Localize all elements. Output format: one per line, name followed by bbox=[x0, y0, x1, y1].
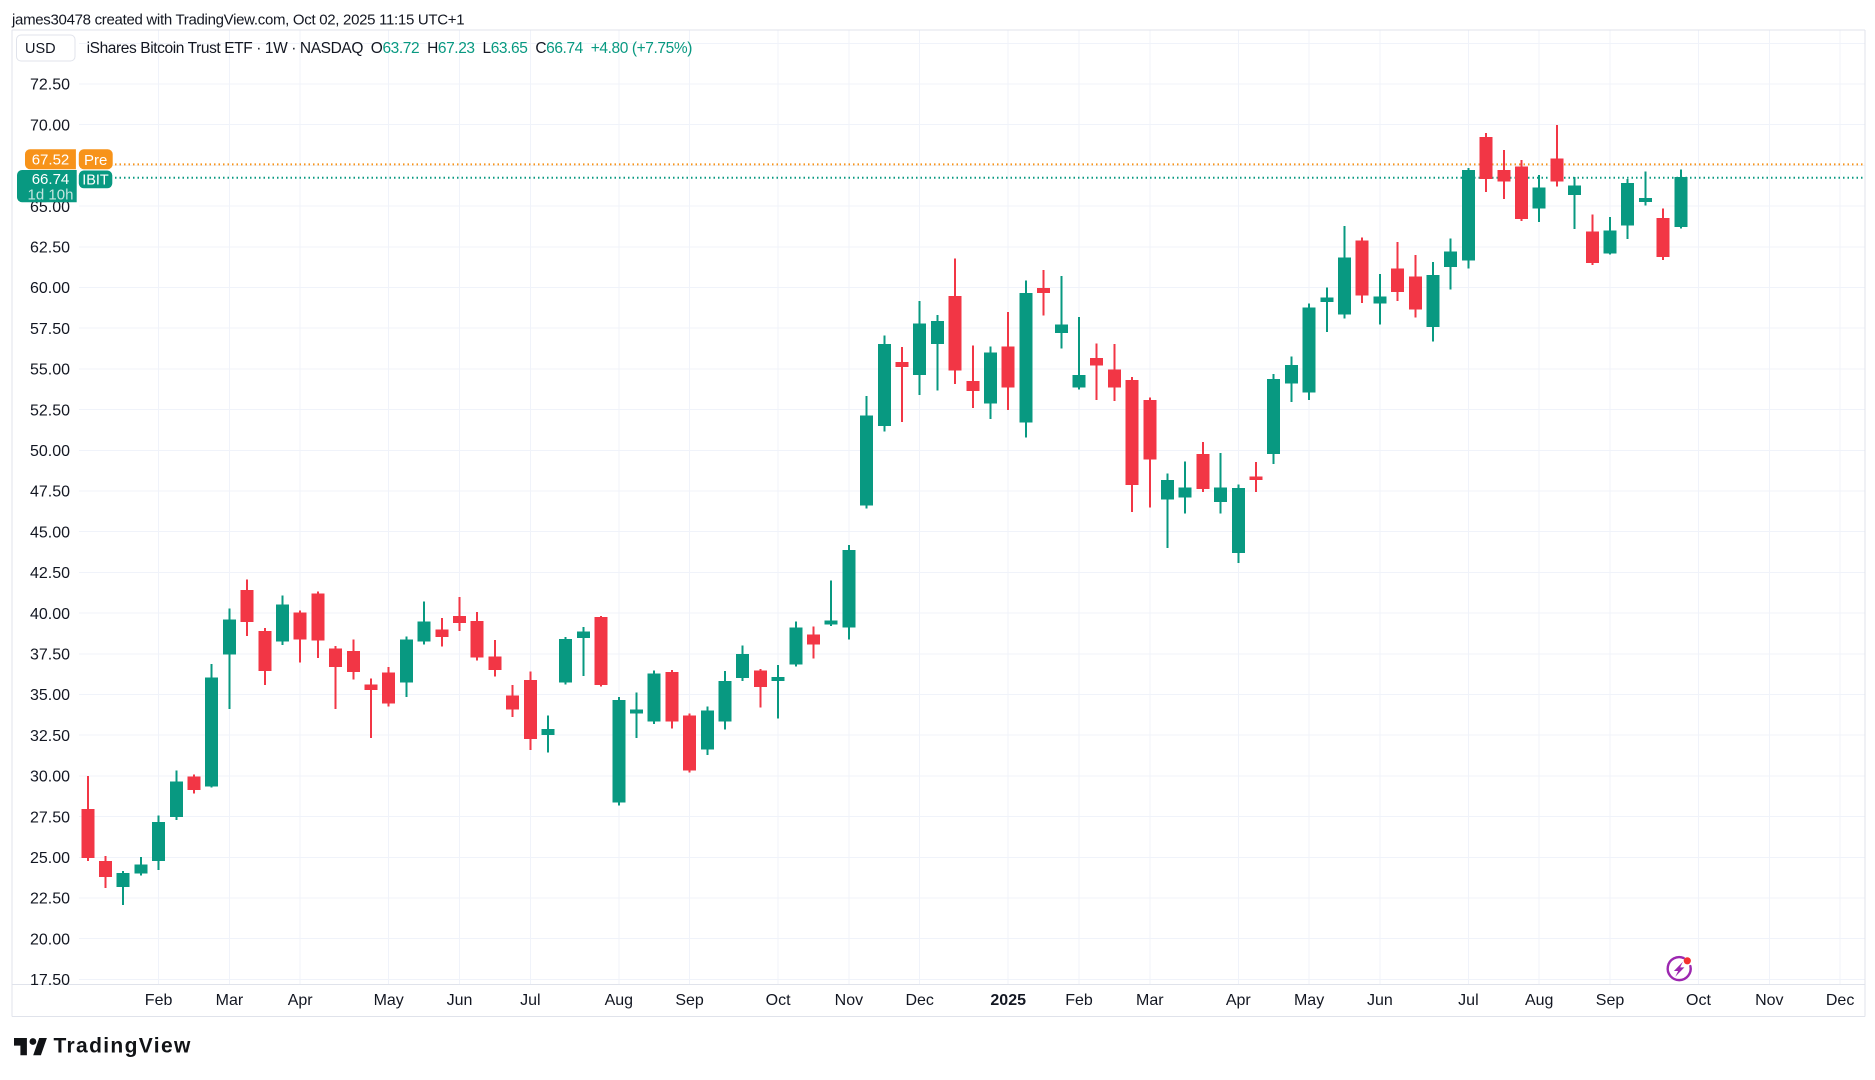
svg-text:17.50: 17.50 bbox=[30, 972, 70, 989]
svg-text:27.50: 27.50 bbox=[30, 809, 70, 826]
svg-text:iShares Bitcoin Trust ETF · 1W: iShares Bitcoin Trust ETF · 1W · NASDAQ … bbox=[87, 40, 693, 57]
svg-text:Feb: Feb bbox=[1065, 992, 1093, 1009]
svg-text:Jun: Jun bbox=[447, 992, 473, 1009]
svg-text:40.00: 40.00 bbox=[30, 606, 70, 623]
svg-text:30.00: 30.00 bbox=[30, 769, 70, 786]
svg-text:50.00: 50.00 bbox=[30, 443, 70, 460]
svg-text:TradingView: TradingView bbox=[54, 1035, 192, 1058]
svg-text:Jun: Jun bbox=[1367, 992, 1393, 1009]
svg-text:45.00: 45.00 bbox=[30, 524, 70, 541]
svg-text:Jul: Jul bbox=[1458, 992, 1478, 1009]
svg-text:May: May bbox=[374, 992, 404, 1009]
svg-text:Dec: Dec bbox=[905, 992, 933, 1009]
svg-text:Pre: Pre bbox=[84, 152, 107, 169]
svg-text:55.00: 55.00 bbox=[30, 362, 70, 379]
svg-text:james30478 created with Tradin: james30478 created with TradingView.com,… bbox=[11, 12, 464, 29]
svg-text:Aug: Aug bbox=[1525, 992, 1553, 1009]
svg-text:Jul: Jul bbox=[520, 992, 540, 1009]
svg-text:Dec: Dec bbox=[1826, 992, 1854, 1009]
svg-text:Apr: Apr bbox=[1226, 992, 1252, 1009]
svg-text:Nov: Nov bbox=[835, 992, 863, 1009]
svg-text:IBIT: IBIT bbox=[82, 172, 109, 188]
svg-text:22.50: 22.50 bbox=[30, 891, 70, 908]
svg-text:57.50: 57.50 bbox=[30, 321, 70, 338]
svg-text:Sep: Sep bbox=[675, 992, 704, 1009]
svg-text:35.00: 35.00 bbox=[30, 687, 70, 704]
svg-text:47.50: 47.50 bbox=[30, 484, 70, 501]
svg-text:65.00: 65.00 bbox=[30, 199, 70, 216]
svg-text:Feb: Feb bbox=[145, 992, 173, 1009]
svg-text:Apr: Apr bbox=[288, 992, 314, 1009]
svg-text:32.50: 32.50 bbox=[30, 728, 70, 745]
svg-text:Oct: Oct bbox=[1686, 992, 1711, 1009]
svg-text:Nov: Nov bbox=[1755, 992, 1783, 1009]
svg-text:37.50: 37.50 bbox=[30, 647, 70, 664]
svg-text:May: May bbox=[1294, 992, 1324, 1009]
svg-text:USD: USD bbox=[25, 41, 56, 57]
svg-text:52.50: 52.50 bbox=[30, 402, 70, 419]
svg-text:42.50: 42.50 bbox=[30, 565, 70, 582]
svg-text:66.74: 66.74 bbox=[32, 171, 70, 188]
svg-text:72.50: 72.50 bbox=[30, 77, 70, 94]
svg-text:Aug: Aug bbox=[605, 992, 633, 1009]
svg-text:2025: 2025 bbox=[990, 992, 1026, 1009]
svg-text:Sep: Sep bbox=[1596, 992, 1625, 1009]
svg-text:20.00: 20.00 bbox=[30, 931, 70, 948]
svg-text:62.50: 62.50 bbox=[30, 240, 70, 257]
svg-text:Oct: Oct bbox=[766, 992, 791, 1009]
svg-text:25.00: 25.00 bbox=[30, 850, 70, 867]
svg-text:70.00: 70.00 bbox=[30, 117, 70, 134]
svg-text:67.52: 67.52 bbox=[32, 152, 70, 169]
svg-text:1d 10h: 1d 10h bbox=[28, 187, 74, 204]
svg-text:60.00: 60.00 bbox=[30, 280, 70, 297]
svg-text:Mar: Mar bbox=[216, 992, 244, 1009]
svg-text:Mar: Mar bbox=[1136, 992, 1164, 1009]
